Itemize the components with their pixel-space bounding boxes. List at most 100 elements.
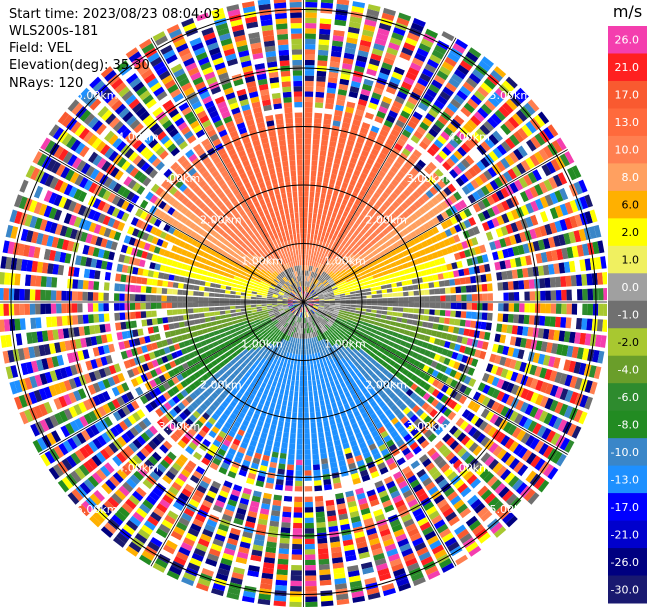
ppi-gate [397,292,404,297]
ppi-gate [299,338,302,344]
ppi-gate [445,218,454,227]
ppi-gate [333,290,339,294]
ppi-gate [344,292,351,296]
ppi-gate [463,375,472,385]
ppi-gate [477,506,489,518]
ppi-gate [407,349,414,357]
ppi-gate [304,186,309,192]
ppi-gate [535,253,543,264]
ppi-gate [571,165,582,179]
ppi-gate [387,413,396,421]
ppi-gate [324,337,330,343]
ppi-gate [340,215,346,222]
ppi-gate [304,401,309,408]
ppi-gate [251,307,257,310]
ppi-gate [472,445,483,456]
ppi-gate [317,363,321,369]
ppi-gate [401,360,408,368]
ppi-gate [401,368,410,376]
ppi-gate [355,310,361,314]
ppi-gate [602,319,607,332]
ppi-gate [441,248,449,256]
ppi-gate [548,264,555,275]
ppi-gate [327,82,337,89]
ppi-gate [380,332,387,338]
ppi-gate [499,260,507,270]
ppi-gate [555,290,562,301]
ppi-gate [374,334,381,340]
ppi-gate [316,280,320,286]
ppi-gate [346,353,353,359]
ppi-gate [319,18,332,25]
ppi-gate [544,316,551,327]
ppi-gate [500,406,510,417]
ppi-gate [342,154,350,162]
ppi-gate [277,558,289,565]
ppi-gate [349,326,355,331]
ppi-gate [304,170,310,176]
ppi-gate [414,346,422,353]
ppi-gate [551,343,559,355]
ppi-gate [336,327,342,332]
ppi-gate [332,241,338,248]
ppi-gate [353,229,360,237]
ppi-gate [326,276,331,281]
ppi-gate [303,296,305,302]
ppi-gate [366,305,372,309]
ppi-gate [286,363,290,369]
ppi-gate [338,311,345,315]
ppi-gate [372,249,379,256]
ppi-gate [341,159,349,167]
ppi-gate [296,444,303,450]
ppi-gate [390,261,397,268]
ppi-gate [385,252,393,259]
ppi-gate [466,412,475,422]
ppi-gate [309,396,314,402]
ppi-gate [303,354,307,360]
ppi-gate [459,533,473,544]
ppi-gate [318,283,323,288]
ppi-gate [319,304,325,307]
ppi-gate [423,213,431,221]
ppi-gate [544,194,554,207]
ppi-gate [366,68,377,77]
ppi-gate [341,122,351,129]
ppi-gate [371,294,378,298]
ppi-gate [275,430,283,438]
ppi-gate [463,328,470,336]
ppi-gate [366,220,374,228]
ppi-gate [449,318,456,325]
ppi-gate [324,172,331,179]
ppi-gate [476,433,486,444]
ppi-gate [359,93,369,102]
ppi-gate [484,455,495,467]
ppi-gate [384,357,392,364]
ppi-gate [367,252,374,259]
ppi-gate [459,507,472,519]
ppi-gate [365,384,373,392]
ppi-gate [308,254,311,261]
ppi-gate [385,216,393,224]
ppi-gate [315,511,325,518]
ppi-gate [413,163,423,173]
ppi-gate [397,264,404,271]
ppi-gate [307,364,311,371]
ppi-gate [319,574,331,581]
ppi-gate [419,140,429,150]
ppi-gate [324,261,330,267]
ppi-gate [346,167,354,174]
ppi-gate [472,524,485,536]
ppi-gate [341,280,347,285]
ppi-gate [543,127,555,140]
ppi-gate [290,586,302,592]
ppi-gate [449,226,457,235]
ppi-gate [378,170,386,178]
ppi-gate [388,110,398,119]
ppi-gate [325,366,330,372]
ppi-gate [438,317,445,324]
ppi-gate [387,196,395,204]
ppi-gate [494,333,501,343]
ppi-gate [366,298,372,302]
ppi-gate [304,507,314,513]
ppi-gate [321,187,327,194]
